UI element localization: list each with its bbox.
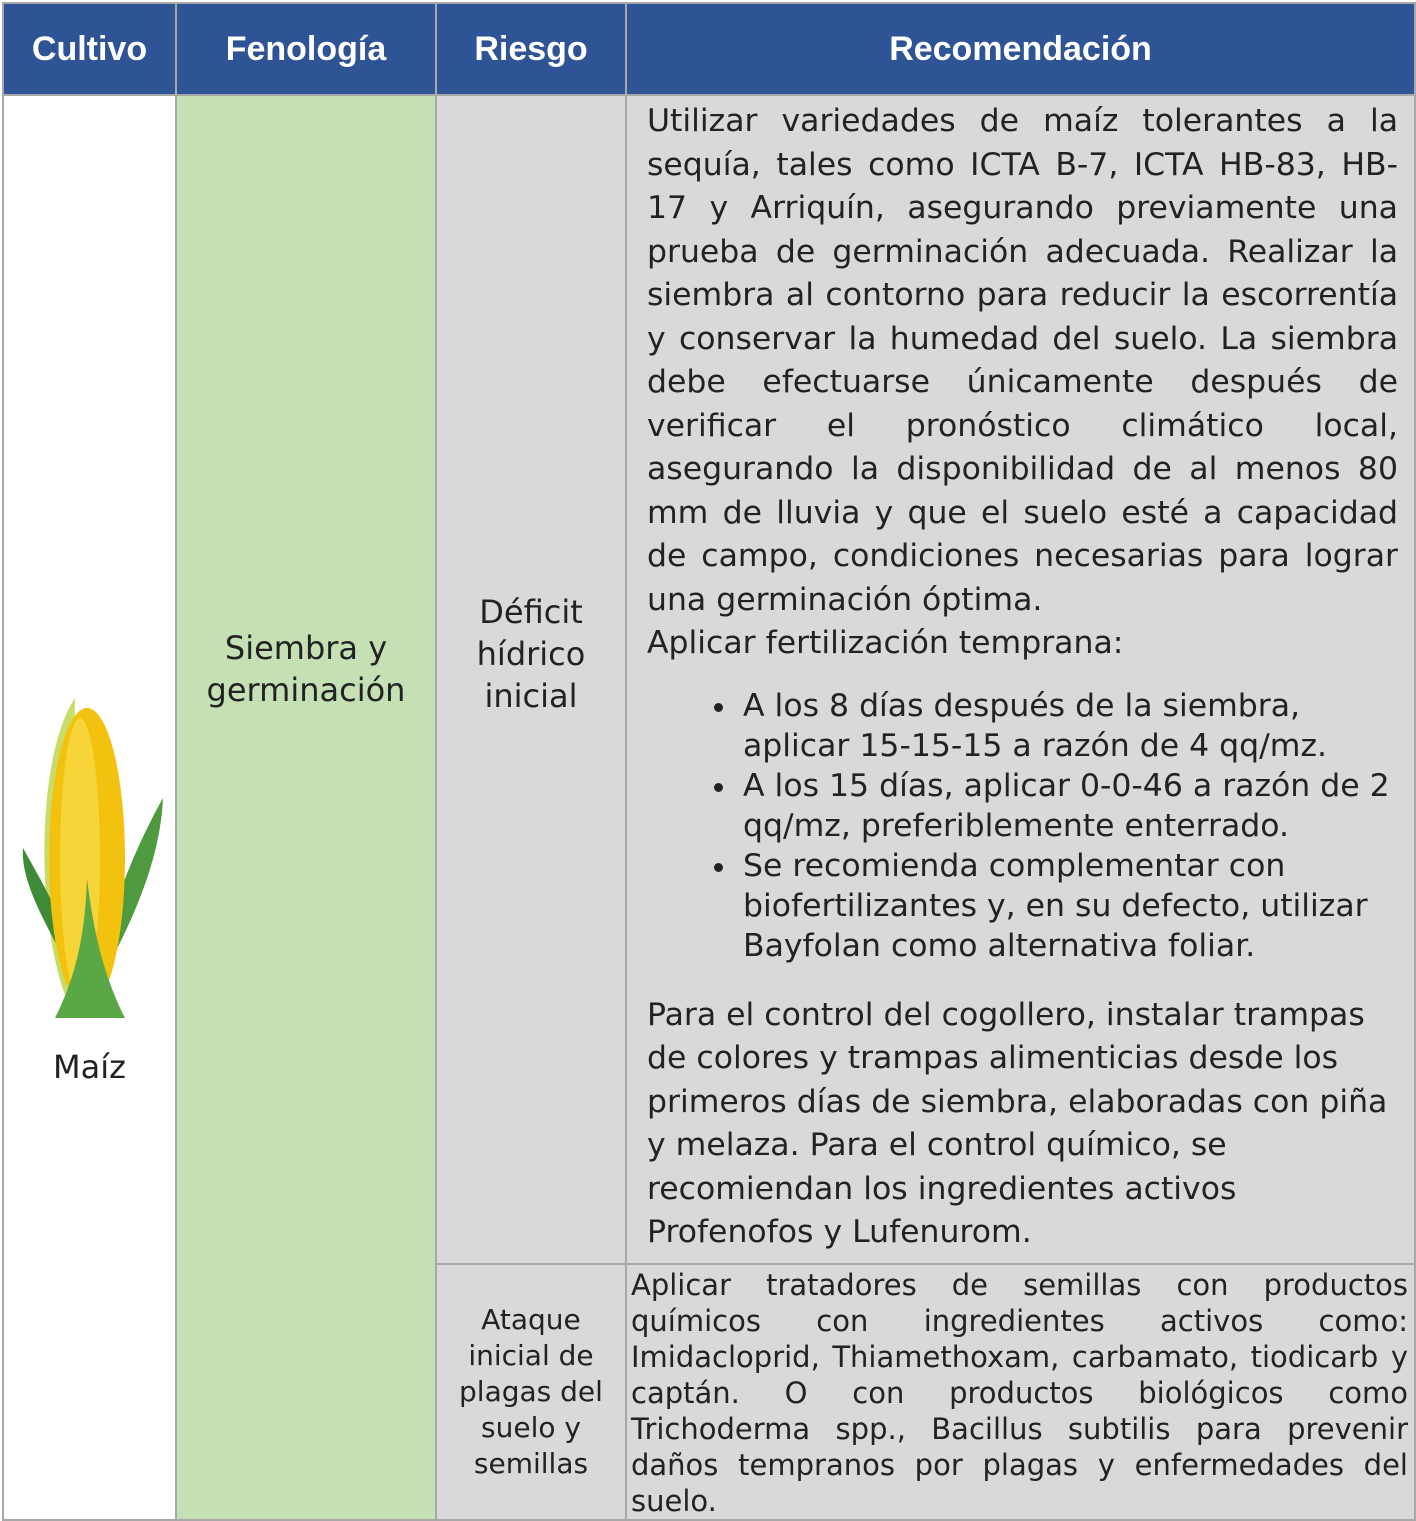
bullet-list: A los 8 días después de la siembra, apli…: [647, 686, 1398, 966]
phenology-text: Siembra y germinación: [206, 629, 406, 710]
paragraph: Aplicar fertilización temprana:: [647, 625, 1124, 661]
corn-icon: [22, 698, 163, 1019]
bullet: Se recomienda complementar con biofertil…: [739, 846, 1398, 966]
recommendation-cell: Utilizar variedades de maíz tolerantes a…: [625, 94, 1416, 1265]
risk-text: Déficit hídrico inicial: [476, 593, 586, 716]
risk-cell: Ataque inicial de plagas del suelo y sem…: [435, 1262, 627, 1521]
header-cell: Fenología: [175, 2, 437, 96]
header-cell: Recomendación: [625, 2, 1416, 96]
crop-name: Maíz: [53, 1048, 126, 1087]
phenology-cell: Siembra y germinación: [175, 94, 437, 1521]
header-cell: Riesgo: [435, 2, 627, 96]
paragraph: Para el control del cogollero, instalar …: [647, 996, 1388, 1251]
paragraph: Aplicar tratadores de semillas con produ…: [631, 1267, 1408, 1518]
recommendation-cell: Aplicar tratadores de semillas con produ…: [625, 1262, 1416, 1521]
paragraph: Utilizar variedades de maíz tolerantes a…: [647, 103, 1398, 618]
crop-cell: Maíz: [2, 94, 177, 1521]
bullet: A los 15 días, aplicar 0-0-46 a razón de…: [739, 766, 1398, 846]
risk-cell: Déficit hídrico inicial: [435, 94, 627, 1265]
header-row: Cultivo Fenología Riesgo Recomendación: [2, 2, 1416, 96]
bullet: A los 8 días después de la siembra, apli…: [739, 686, 1398, 766]
row: Maíz Siembra y germinación Déficit hídri…: [2, 94, 1416, 1521]
header-cell: Cultivo: [2, 2, 177, 96]
